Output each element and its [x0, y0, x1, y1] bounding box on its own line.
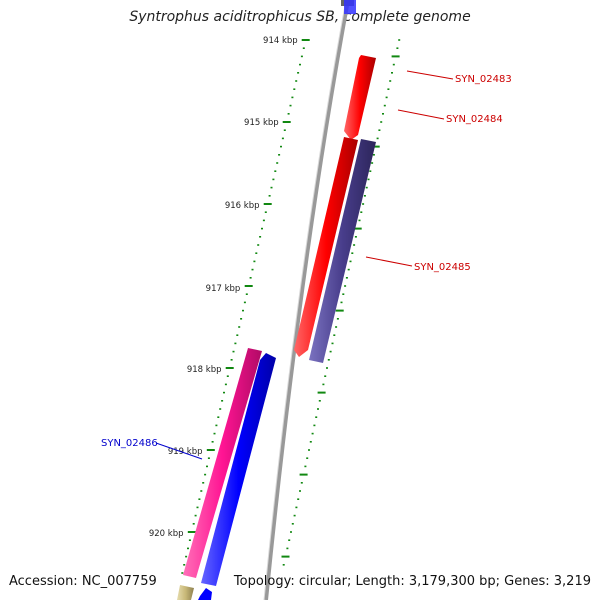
leader-line-syn-02483	[406, 70, 454, 80]
scale-labels: 914 kbp 915 kbp 916 kbp 917 kbp 918 kbp 919 k…	[149, 36, 298, 539]
scale-label: 920 kbp	[149, 529, 184, 539]
scale-label: 917 kbp	[206, 284, 241, 294]
gene-arrow-syn-02483[interactable]	[344, 55, 376, 140]
leader-line-syn-02484	[397, 109, 445, 120]
gene-label-syn-02485[interactable]: SYN_02485	[414, 262, 471, 273]
genome-backbone	[264, 0, 350, 600]
gene-arrow-top-blue	[344, 0, 356, 14]
accession-text: Accession: NC_007759	[9, 574, 157, 589]
scale-ticks-inner	[181, 39, 310, 574]
gene-arrow-olive[interactable]	[177, 585, 194, 600]
scale-label: 914 kbp	[263, 36, 298, 46]
gene-arrow-blue-bottom[interactable]	[198, 588, 212, 600]
gene-arrow-syn-02485[interactable]	[309, 139, 376, 363]
genome-backbone-highlight	[263, 0, 347, 600]
gene-arrow-blue-reverse[interactable]	[201, 353, 276, 586]
gene-label-syn-02486[interactable]: SYN_02486	[101, 438, 158, 449]
gene-arrow-syn-02486[interactable]	[183, 348, 262, 578]
scale-ticks-outer	[281, 39, 401, 566]
scale-label: 916 kbp	[225, 201, 260, 211]
scale-label: 918 kbp	[187, 365, 222, 375]
leader-line-syn-02485	[365, 256, 413, 267]
leader-line-syn-02486	[155, 442, 203, 460]
scale-label: 919 kbp	[168, 447, 203, 457]
gene-label-syn-02483[interactable]: SYN_02483	[455, 74, 512, 85]
topology-text: Topology: circular; Length: 3,179,300 bp…	[233, 574, 591, 589]
gene-arrow-syn-02484[interactable]	[294, 137, 358, 357]
map-title: Syntrophus aciditrophicus SB, complete g…	[129, 9, 471, 25]
scale-label: 915 kbp	[244, 118, 279, 128]
gene-label-syn-02484[interactable]: SYN_02484	[446, 114, 503, 125]
